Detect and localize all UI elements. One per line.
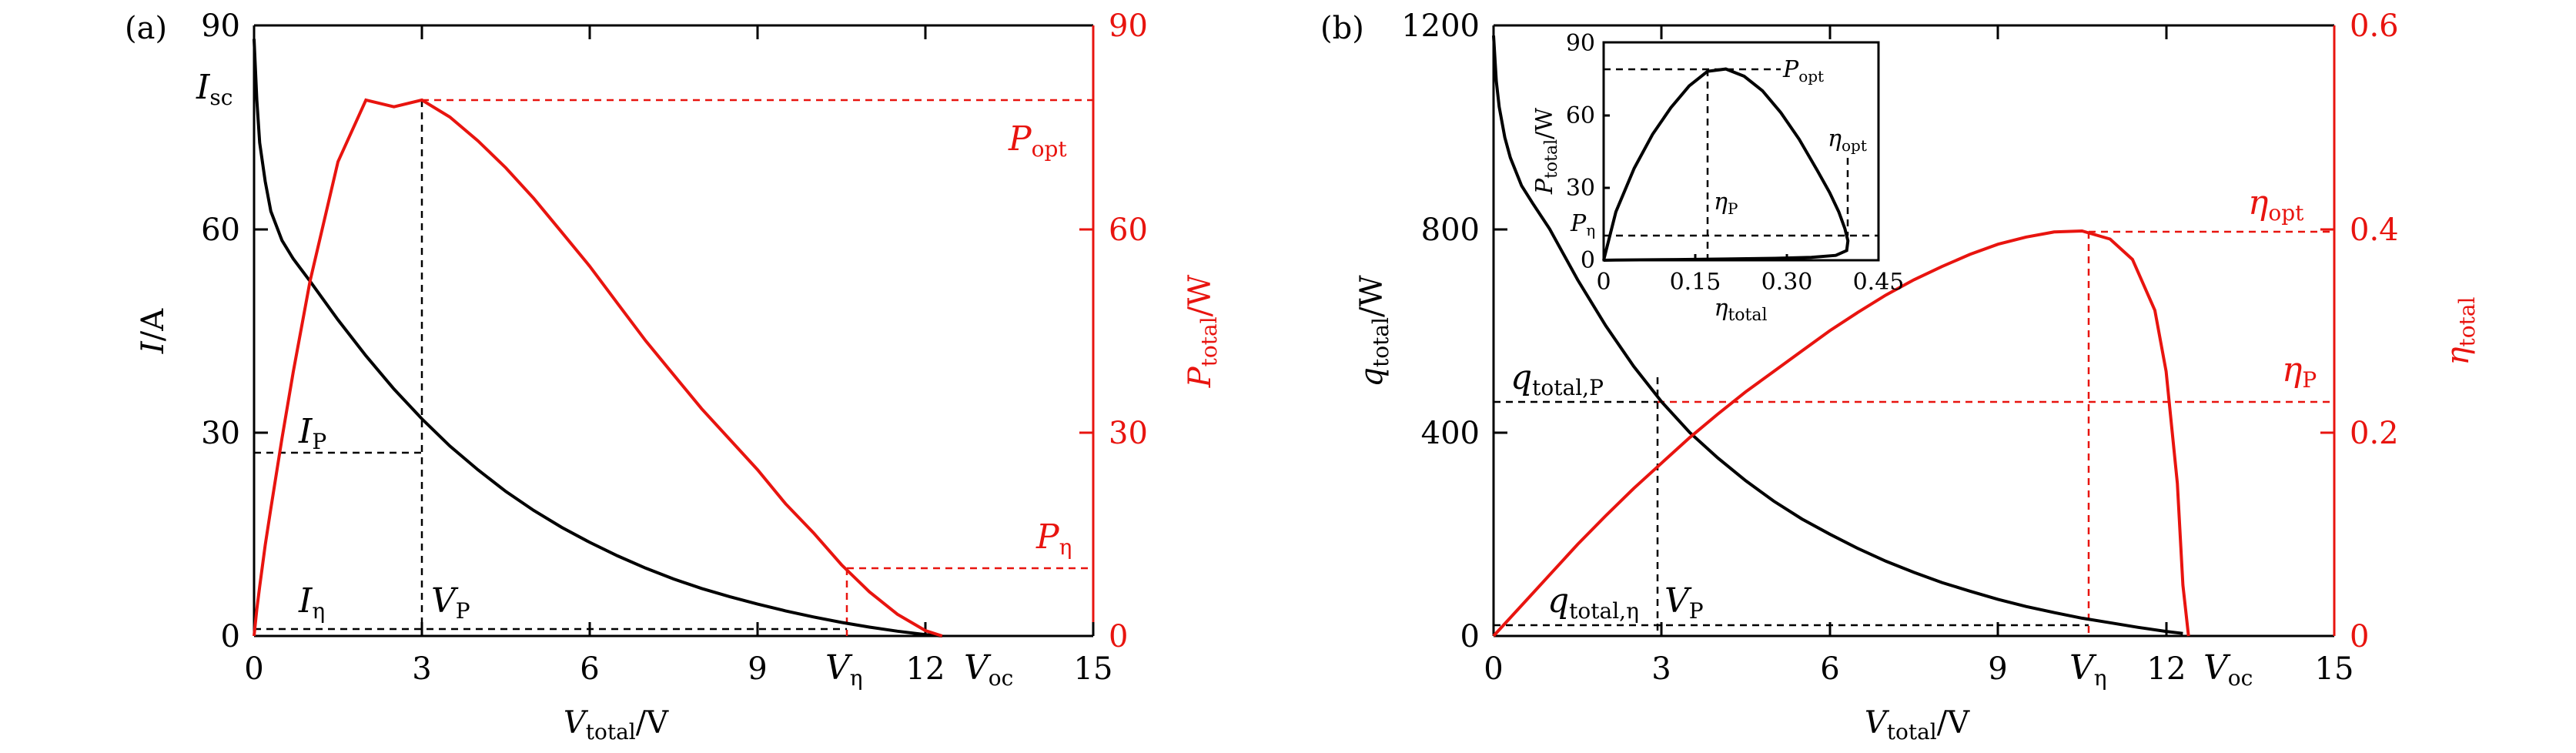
annotation-isc-a: Isc <box>196 68 233 110</box>
x-tick-label-a-3: 3 <box>412 651 431 687</box>
y-left-tick-label-b-800: 800 <box>1421 213 1480 248</box>
y-right-tick-label-b-0.2: 0.2 <box>2350 416 2399 451</box>
x-tick-label-b-0: 0 <box>1484 651 1503 687</box>
inset-annotation-etap: ηP <box>1714 189 1738 218</box>
annotation-peta-a: Pη <box>1035 517 1072 560</box>
y-right-tick-label-b-0.6: 0.6 <box>2350 8 2399 44</box>
annotation-etap-b: ηP <box>2282 350 2317 393</box>
x-tick-label-b-12: 12 <box>2147 651 2186 687</box>
annotation-vp-a: VP <box>431 581 470 624</box>
y-left-tick-label-b-0: 0 <box>1460 619 1480 654</box>
x-tick-label-a-15: 15 <box>1074 651 1113 687</box>
panel-b: (b) 0 3 6 9 12 15 0 400 800 1200 <box>1320 8 2480 745</box>
x-tick-label-a-9: 9 <box>748 651 767 687</box>
y-left-tick-label-b-400: 400 <box>1421 416 1480 451</box>
series-efficiency-b <box>1492 229 2190 638</box>
panel-label-b: (b) <box>1320 11 1364 46</box>
y-right-tick-label-a-0: 0 <box>1109 619 1128 654</box>
y-right-axis-title-b: ηtotal <box>2441 296 2480 365</box>
series-current-a <box>253 38 942 638</box>
inset-y-tick-label-30: 30 <box>1566 175 1595 202</box>
inset-x-tick-label-0.15: 0.15 <box>1670 269 1721 296</box>
panel-label-a: (a) <box>125 11 167 46</box>
y-right-tick-label-a-30: 30 <box>1109 416 1148 451</box>
y-left-tick-label-a-90: 90 <box>201 8 240 44</box>
annotation-qteta-b: qtotal,η <box>1547 581 1639 624</box>
y-right-tick-label-a-90: 90 <box>1109 8 1148 44</box>
inset-frame <box>1602 41 1880 262</box>
annotation-popt-a: Popt <box>1008 119 1067 162</box>
panel-a: (a) 0 3 6 9 12 15 0 30 6 <box>125 8 1222 745</box>
inset-x-tick-label-0: 0 <box>1596 269 1611 296</box>
inset-x-tick-label-0.45: 0.45 <box>1853 269 1905 296</box>
inset-series <box>1602 67 1850 262</box>
y-right-tick-label-b-0.4: 0.4 <box>2350 213 2399 248</box>
annotation-vp-b: VP <box>1664 581 1704 624</box>
y-left-axis-title-a: I/A <box>135 308 171 354</box>
y-left-axis-title-b: qtotal/W <box>1354 275 1393 387</box>
y-right-tick-label-a-60: 60 <box>1109 213 1148 248</box>
x-tick-label-a-0: 0 <box>244 651 263 687</box>
inset-y-tick-label-60: 60 <box>1566 102 1595 129</box>
series-heat-b <box>1492 35 2183 635</box>
y-right-axis-title-a: Ptotal/W <box>1183 275 1222 389</box>
inset-chart: 0 0.15 0.30 0.45 0 30 60 90 ηtotal Ptota… <box>1531 30 1904 325</box>
x-tick-label-b-9: 9 <box>1988 651 2007 687</box>
x-axis-title-a: Vtotal/V <box>564 705 669 745</box>
annotation-veta-a: Vη <box>825 648 863 691</box>
y-left-tick-label-a-60: 60 <box>201 213 240 248</box>
x-tick-label-a-6: 6 <box>580 651 599 687</box>
annotation-voc-a: Voc <box>964 648 1013 691</box>
x-ticks-a <box>253 25 1095 636</box>
x-tick-label-b-15: 15 <box>2315 651 2354 687</box>
annotation-qtp-b: qtotal,P <box>1510 358 1604 400</box>
inset-y-tick-label-90: 90 <box>1566 30 1595 57</box>
annotation-ieta-a: Iη <box>298 581 325 624</box>
x-tick-label-a-12: 12 <box>906 651 945 687</box>
inset-annotation-peta: Pη <box>1570 210 1595 239</box>
inset-y-axis-title: Ptotal/W <box>1531 108 1561 195</box>
inset-y-tick-label-0: 0 <box>1581 247 1595 274</box>
series-power-a <box>253 98 943 638</box>
annotation-veta-b: Vη <box>2069 648 2107 691</box>
y-left-tick-label-a-0: 0 <box>221 619 240 654</box>
annotation-voc-b: Voc <box>2203 648 2253 691</box>
x-tick-label-b-6: 6 <box>1820 651 1839 687</box>
y-left-tick-label-b-1200: 1200 <box>1401 8 1480 44</box>
inset-annotation-etaopt: ηopt <box>1828 126 1867 155</box>
annotation-ip-a: IP <box>298 412 326 454</box>
inset-annotation-popt: Popt <box>1782 56 1824 85</box>
annotation-etaopt-b: ηopt <box>2248 183 2304 226</box>
inset-x-tick-label-0.30: 0.30 <box>1761 269 1813 296</box>
inset-x-axis-title: ηtotal <box>1714 295 1767 325</box>
y-right-tick-label-b-0: 0 <box>2350 619 2369 654</box>
y-left-tick-label-a-30: 30 <box>201 416 240 451</box>
x-tick-label-b-3: 3 <box>1651 651 1671 687</box>
x-axis-title-b: Vtotal/V <box>1865 705 1970 745</box>
